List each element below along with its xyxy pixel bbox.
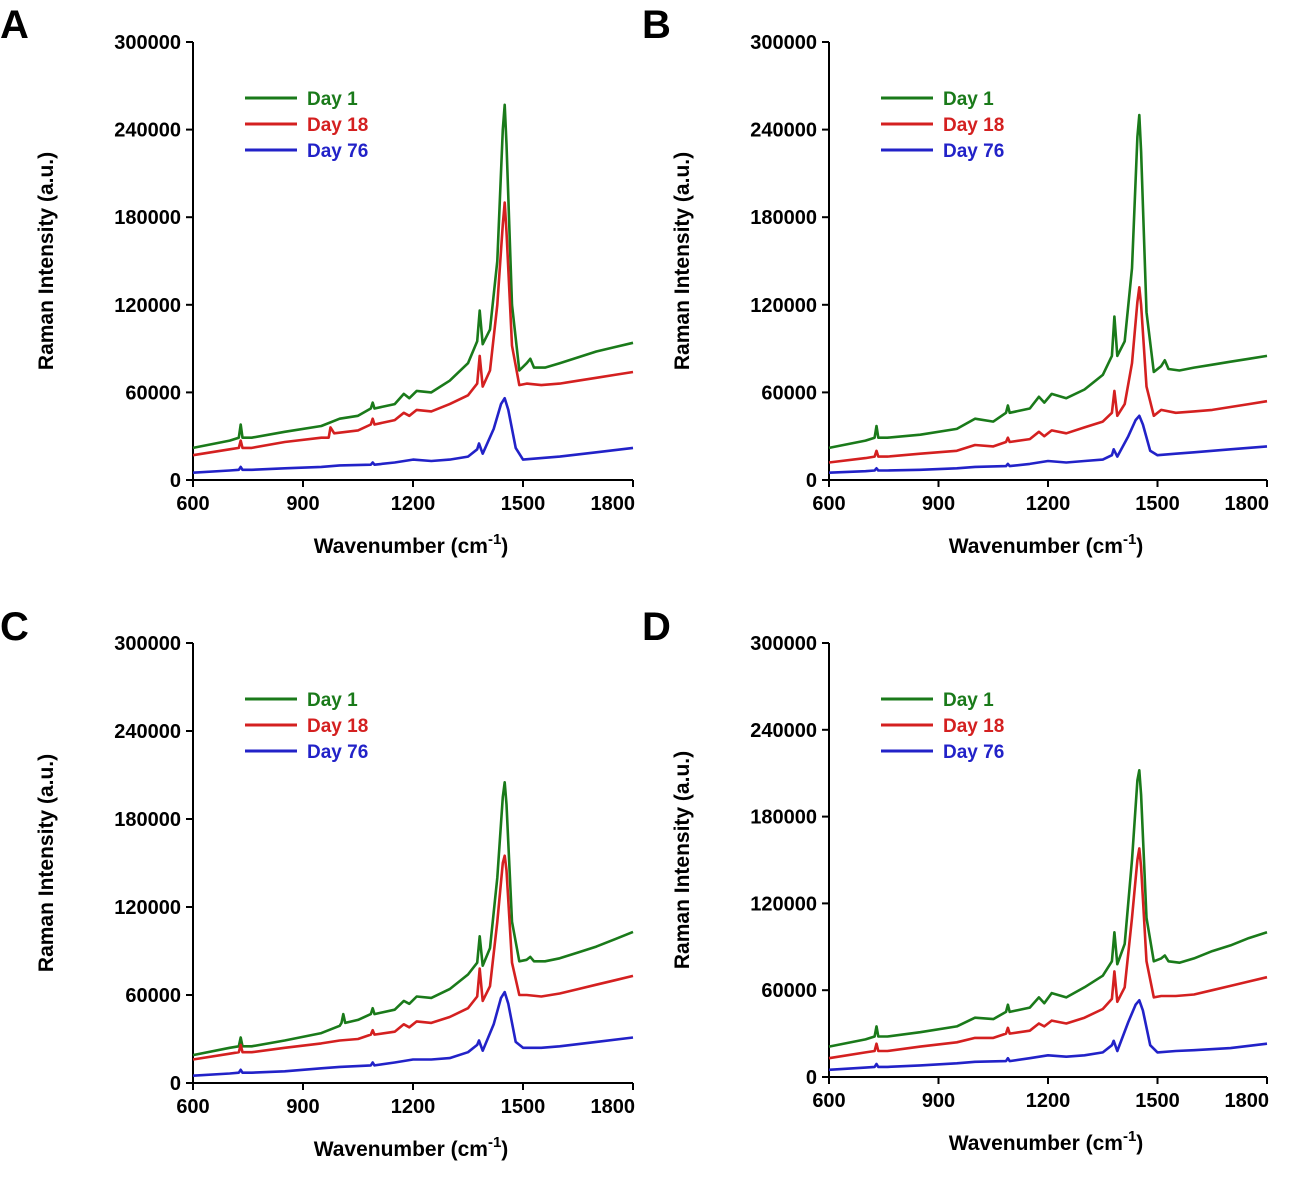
series-line-day-1 — [828, 769, 1268, 1048]
x-tick-label: 1500 — [501, 493, 546, 515]
legend-label: Day 18 — [943, 716, 1004, 737]
series-line-day-1 — [192, 103, 634, 450]
panel-b: B 0 60000 120000 180000 240000 300000 600 900 120… — [642, 3, 1269, 558]
legend-label: Day 1 — [307, 89, 358, 110]
x-axis-title-text: Wavenumber (cm — [314, 1138, 488, 1161]
series-line-day-76 — [828, 414, 1268, 474]
y-axis-title: Raman Intensity (a.u.) — [35, 152, 58, 370]
x-tick-label: 1800 — [1225, 493, 1270, 515]
y-tick-label: 180000 — [114, 809, 181, 831]
y-tick-label: 60000 — [761, 980, 817, 1002]
x-tick-label: 1500 — [1135, 1090, 1180, 1112]
y-tick-label: 120000 — [750, 893, 817, 915]
x-axis-title-close: ) — [501, 535, 508, 558]
panel-a: A 0 60000 120000 180000 240000 300000 600 900 120… — [0, 3, 635, 558]
y-tick-label: 180000 — [114, 207, 181, 229]
y-tick-label: 120000 — [114, 897, 181, 919]
series-line-day-18 — [192, 854, 634, 1061]
x-tick-label: 900 — [286, 1096, 319, 1118]
legend-label: Day 76 — [943, 141, 1004, 162]
x-tick-label: 1500 — [501, 1096, 546, 1118]
x-axis-title-text: Wavenumber (cm — [314, 535, 488, 558]
x-axis-title-text: Wavenumber (cm — [949, 1132, 1123, 1155]
x-tick-label: 1800 — [591, 1096, 636, 1118]
y-tick-label: 300000 — [750, 32, 817, 54]
x-tick-label: 600 — [812, 493, 845, 515]
legend-label: Day 76 — [307, 742, 368, 763]
legend-label: Day 18 — [307, 716, 368, 737]
series-line-day-76 — [192, 396, 634, 474]
x-tick-label: 900 — [286, 493, 319, 515]
x-tick-label: 1200 — [391, 493, 436, 515]
y-tick-label: 180000 — [750, 207, 817, 229]
y-tick-label: 240000 — [114, 120, 181, 142]
y-axis-title: Raman Intensity (a.u.) — [671, 751, 694, 969]
y-tick-label: 0 — [170, 1073, 181, 1095]
x-axis-title-sup: -1 — [488, 531, 501, 548]
series-line-day-18 — [192, 201, 634, 457]
y-tick-label: 60000 — [761, 382, 817, 404]
series-line-day-76 — [828, 999, 1268, 1072]
x-axis-title-text: Wavenumber (cm — [949, 535, 1123, 558]
y-tick-label: 300000 — [114, 32, 181, 54]
legend-label: Day 1 — [307, 690, 358, 711]
y-axis-title: Raman Intensity (a.u.) — [35, 754, 58, 972]
legend-label: Day 76 — [307, 141, 368, 162]
x-axis-title: Wavenumber (cm-1) — [949, 531, 1144, 558]
x-axis-title-sup: -1 — [1123, 1128, 1136, 1145]
x-axis-title: Wavenumber (cm-1) — [314, 1134, 509, 1161]
x-tick-label: 1200 — [391, 1096, 436, 1118]
series-line-day-76 — [192, 990, 634, 1077]
y-axis-title: Raman Intensity (a.u.) — [671, 152, 694, 370]
x-axis-title-sup: -1 — [1123, 531, 1136, 548]
x-tick-label: 1200 — [1026, 1090, 1071, 1112]
x-tick-label: 1800 — [591, 493, 636, 515]
y-tick-label: 60000 — [125, 985, 181, 1007]
y-tick-label: 180000 — [750, 807, 817, 829]
x-axis-title: Wavenumber (cm-1) — [314, 531, 509, 558]
x-tick-label: 600 — [812, 1090, 845, 1112]
x-tick-label: 1200 — [1026, 493, 1071, 515]
y-tick-label: 240000 — [114, 721, 181, 743]
x-tick-label: 600 — [176, 493, 209, 515]
panel-c: C 0 60000 120000 180000 240000 300000 600 900 120… — [0, 605, 635, 1161]
x-axis-title: Wavenumber (cm-1) — [949, 1128, 1144, 1155]
x-axis-title-close: ) — [501, 1138, 508, 1161]
series-line-day-1 — [192, 781, 634, 1057]
panel-letter: A — [0, 3, 29, 47]
y-tick-label: 0 — [806, 1067, 817, 1089]
x-tick-label: 600 — [176, 1096, 209, 1118]
legend-label: Day 1 — [943, 690, 994, 711]
y-tick-label: 120000 — [114, 295, 181, 317]
legend-label: Day 1 — [943, 89, 994, 110]
x-tick-label: 900 — [922, 1090, 955, 1112]
y-tick-label: 300000 — [114, 633, 181, 655]
x-tick-label: 1500 — [1135, 493, 1180, 515]
y-tick-label: 300000 — [750, 633, 817, 655]
y-tick-label: 0 — [806, 470, 817, 492]
x-axis-title-sup: -1 — [488, 1134, 501, 1151]
panel-letter: D — [642, 605, 671, 649]
x-axis-title-close: ) — [1136, 535, 1143, 558]
y-tick-label: 240000 — [750, 720, 817, 742]
y-tick-label: 240000 — [750, 120, 817, 142]
x-tick-label: 900 — [922, 493, 955, 515]
series-line-day-1 — [828, 113, 1268, 450]
legend-label: Day 18 — [943, 115, 1004, 136]
legend-label: Day 18 — [307, 115, 368, 136]
series-line-day-18 — [828, 286, 1268, 464]
y-tick-label: 0 — [170, 470, 181, 492]
y-tick-label: 60000 — [125, 382, 181, 404]
panel-letter: B — [642, 3, 671, 47]
series-line-day-18 — [828, 847, 1268, 1060]
panel-d: D 0 60000 120000 180000 240000 300000 600 900 120… — [642, 605, 1269, 1155]
x-axis-title-close: ) — [1136, 1132, 1143, 1155]
x-tick-label: 1800 — [1225, 1090, 1270, 1112]
legend-label: Day 76 — [943, 742, 1004, 763]
panel-letter: C — [0, 605, 29, 649]
y-tick-label: 120000 — [750, 295, 817, 317]
